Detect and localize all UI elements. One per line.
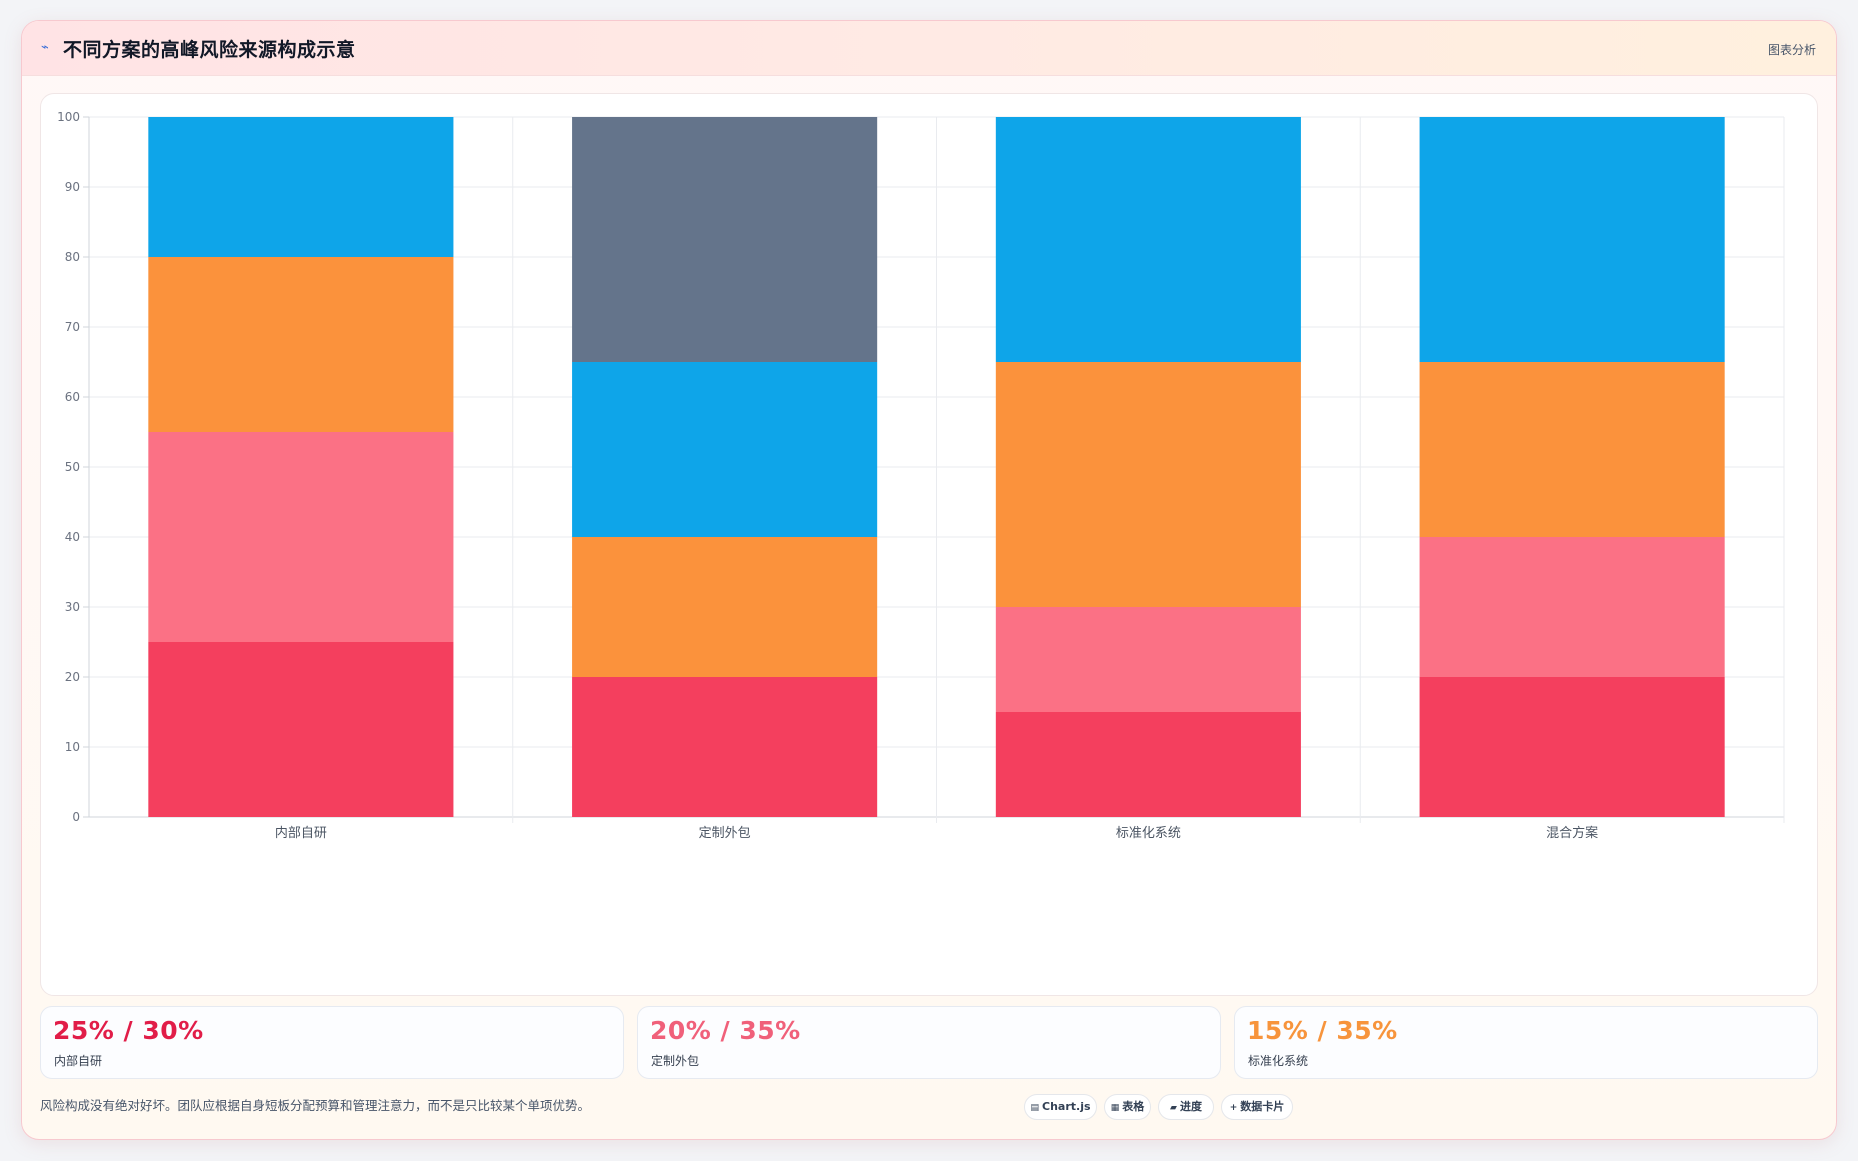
table-icon: ▦ [1110,1103,1120,1113]
y-tick-label: 40 [65,530,80,544]
bar-segment[interactable] [995,362,1301,607]
bar-segment[interactable] [995,607,1301,712]
chart-panel: 0 10 20 30 40 50 60 70 80 90 100 内部自研 定制外包 标准化系统 混合方案 … [40,93,1818,996]
bar-segment[interactable] [1419,117,1725,362]
bar-segment[interactable] [572,362,878,537]
bar-segment[interactable] [1419,677,1725,817]
plus-icon: + [1229,1103,1238,1113]
page-title: 不同方案的高峰风险来源构成示意 [63,39,356,61]
chart-analysis-label: 图表分析 [1767,43,1816,57]
chip-label: Chart.js [1042,1100,1091,1113]
bar-segment[interactable] [148,257,454,432]
stat-value: 20% / 35% [650,1016,801,1045]
chip-label: 进度 [1179,1100,1202,1113]
y-tick-label: 50 [65,460,80,474]
stat-label: 内部自研 [54,1054,103,1068]
bar-segment[interactable] [148,432,454,642]
progress-icon: ▰ [1170,1103,1177,1113]
y-tick-label: 60 [65,390,80,404]
x-category-label: 定制外包 [699,826,751,841]
bar-segment[interactable] [572,117,878,362]
bar-segment[interactable] [572,537,878,677]
y-tick-label: 10 [65,740,80,754]
card-header: ⌁ 不同方案的高峰风险来源构成示意 图表分析 [22,21,1836,76]
stat-value: 15% / 35% [1247,1016,1398,1045]
footnote: 风险构成没有绝对好坏。团队应根据自身短板分配预算和管理注意力，而不是只比较某个单… [40,1098,591,1113]
chip-chartjs[interactable]: ▤ Chart.js [1024,1094,1097,1120]
y-tick-label: 20 [65,670,80,684]
chip-data-card[interactable]: + 数据卡片 [1221,1094,1293,1120]
stat-label: 定制外包 [651,1054,700,1068]
stat-card-3: 15% / 35% 标准化系统 [1234,1006,1818,1079]
y-tick-label: 30 [65,600,80,614]
bar-segment[interactable] [995,712,1301,817]
bar-segment[interactable] [572,677,878,817]
bar-segment[interactable] [148,117,454,257]
x-category-label: 内部自研 [275,825,327,841]
chip-label: 数据卡片 [1240,1100,1285,1113]
x-category-label: 标准化系统 [1116,826,1181,841]
chart-icon: ▤ [1030,1103,1039,1113]
stat-card-1: 25% / 30% 内部自研 [40,1006,624,1079]
stat-card-2: 20% / 35% 定制外包 [637,1006,1221,1079]
y-tick-label: 70 [65,320,80,334]
chip-table[interactable]: ▦ 表格 [1104,1094,1151,1120]
x-category-label: 混合方案 [1546,825,1598,841]
y-tick-label: 90 [65,180,80,194]
y-tick-label: 100 [57,110,80,124]
bar-segment[interactable] [1419,362,1725,537]
trend-icon: ⌁ [41,40,49,55]
bar-segment[interactable] [1419,537,1725,677]
stat-value: 25% / 30% [53,1016,204,1045]
chip-progress[interactable]: ▰ 进度 [1158,1094,1214,1120]
bar-segment[interactable] [148,642,454,817]
report-card: ⌁ 不同方案的高峰风险来源构成示意 图表分析 0 10 20 30 40 50 60 70 80… [21,20,1837,1140]
chip-label: 表格 [1122,1100,1145,1113]
y-tick-label: 0 [72,810,80,824]
stat-label: 标准化系统 [1248,1054,1309,1068]
bar-segment[interactable] [995,117,1301,362]
y-tick-label: 80 [65,250,80,264]
